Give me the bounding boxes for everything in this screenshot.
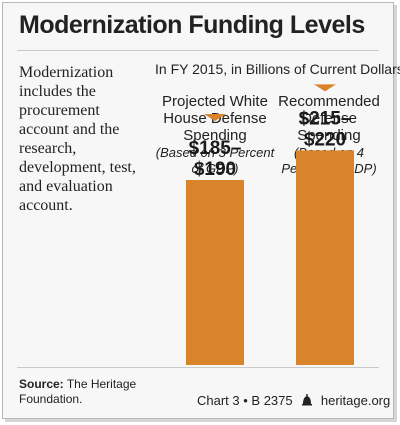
liberty-bell-icon (302, 394, 313, 406)
chart-id: Chart 3 • B 2375 (197, 393, 293, 408)
category-label-text: Recommended Defense Spending (278, 93, 380, 144)
heritage-org-link[interactable]: heritage.org (320, 393, 391, 408)
chart-description: Modernization includes the procurement a… (19, 64, 136, 214)
bar-2 (296, 150, 354, 365)
bar-chart: $185–$190 $215–$220 (186, 84, 354, 365)
bar-2-value-label: $220 (304, 129, 346, 150)
title-divider (17, 50, 379, 51)
chart-frame: Modernization Funding Levels Modernizati… (2, 2, 400, 419)
bar-2-value-label: $215– (299, 108, 352, 129)
category-note: (Based on 3 Percent of GDP) (155, 145, 275, 176)
chart-subtitle: In FY 2015, in Billions of Current Dolla… (155, 61, 400, 77)
bar-1-pointer-marker (204, 114, 226, 121)
bar-2-pointer-marker (314, 84, 336, 92)
chart-credit: Chart 3 • B 2375 heritage.org (197, 393, 390, 408)
bar-1-value-label: $185– (189, 138, 242, 159)
footer-divider (17, 367, 379, 368)
bar-1-value-label: $190 (194, 159, 236, 180)
source-text: The Heritage Foundation. (19, 377, 137, 406)
source-label: Source: (19, 377, 64, 391)
bar-1 (186, 180, 244, 365)
chart-title: Modernization Funding Levels (19, 11, 365, 39)
source-note: Source: The Heritage Foundation. (19, 377, 159, 407)
